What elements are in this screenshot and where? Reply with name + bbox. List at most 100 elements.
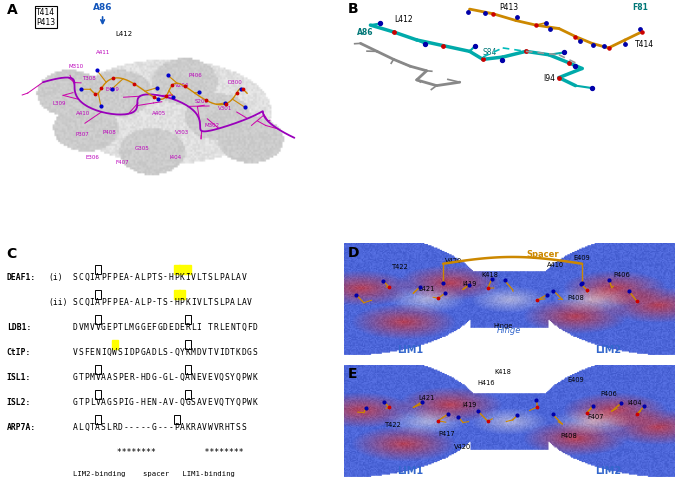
Point xyxy=(511,14,522,22)
Text: S: S xyxy=(253,347,258,356)
Text: L: L xyxy=(168,372,173,381)
Text: S: S xyxy=(224,372,229,381)
Point xyxy=(483,418,493,425)
Point xyxy=(587,42,598,50)
Text: I: I xyxy=(219,347,224,356)
Text: D: D xyxy=(241,347,246,356)
Text: M310: M310 xyxy=(68,64,84,69)
Point xyxy=(631,411,642,419)
Text: Q: Q xyxy=(84,297,89,306)
Text: A: A xyxy=(197,422,201,431)
Point xyxy=(497,58,508,65)
Text: CtIP:: CtIP: xyxy=(7,347,31,356)
Point xyxy=(532,403,543,411)
Text: ISL2:: ISL2: xyxy=(7,397,31,406)
Text: L421: L421 xyxy=(418,394,435,400)
Text: D: D xyxy=(253,322,258,331)
Text: Q: Q xyxy=(107,347,112,356)
Point xyxy=(574,38,585,46)
Text: -: - xyxy=(168,422,173,431)
Text: H: H xyxy=(141,372,145,381)
Text: LIM1: LIM1 xyxy=(397,344,423,354)
Text: P: P xyxy=(101,297,106,306)
Point xyxy=(220,100,231,108)
Bar xyxy=(185,340,191,349)
Text: F407: F407 xyxy=(116,160,129,165)
Point xyxy=(220,101,231,108)
Text: V: V xyxy=(202,347,207,356)
Text: F: F xyxy=(107,272,112,281)
Text: T: T xyxy=(224,397,229,406)
Text: G: G xyxy=(135,322,139,331)
Text: G: G xyxy=(157,322,162,331)
Bar xyxy=(174,416,180,424)
Text: P406: P406 xyxy=(189,73,202,78)
Point xyxy=(95,103,106,111)
Text: G: G xyxy=(73,397,78,406)
Text: H: H xyxy=(174,297,179,306)
Point xyxy=(453,413,464,421)
Text: K418: K418 xyxy=(481,271,498,277)
Text: S: S xyxy=(163,347,168,356)
Text: E: E xyxy=(208,397,213,406)
Text: V: V xyxy=(202,372,207,381)
Text: R: R xyxy=(219,422,224,431)
Text: I: I xyxy=(124,397,128,406)
Text: D: D xyxy=(73,322,78,331)
Point xyxy=(554,74,564,82)
Text: A: A xyxy=(95,297,100,306)
Text: A: A xyxy=(236,272,241,281)
Text: A: A xyxy=(241,297,246,306)
Point xyxy=(540,20,551,28)
Text: T: T xyxy=(78,372,83,381)
Text: V: V xyxy=(214,422,218,431)
Point xyxy=(153,96,164,104)
Text: L: L xyxy=(202,297,207,306)
Text: N: N xyxy=(191,372,196,381)
Point xyxy=(162,72,173,80)
Text: S: S xyxy=(236,422,241,431)
Text: -: - xyxy=(168,297,173,306)
Text: P: P xyxy=(146,297,151,306)
Text: P: P xyxy=(174,272,179,281)
Point xyxy=(603,45,614,53)
Text: L: L xyxy=(141,297,145,306)
Text: I: I xyxy=(191,297,196,306)
Text: I: I xyxy=(90,297,95,306)
Text: T: T xyxy=(208,297,213,306)
Text: LIM2: LIM2 xyxy=(596,465,621,475)
Text: L: L xyxy=(236,297,241,306)
Point xyxy=(378,277,389,285)
Text: G: G xyxy=(73,372,78,381)
Text: M: M xyxy=(191,347,196,356)
Text: D: D xyxy=(129,347,134,356)
Text: S: S xyxy=(214,297,218,306)
Point xyxy=(541,291,552,299)
Point xyxy=(548,287,559,295)
Text: E: E xyxy=(208,372,213,381)
Bar xyxy=(179,265,185,274)
Point xyxy=(531,396,542,404)
Text: T308: T308 xyxy=(82,75,96,81)
Text: N: N xyxy=(151,397,156,406)
Text: L: L xyxy=(124,322,128,331)
Text: W: W xyxy=(208,422,213,431)
Point xyxy=(570,34,581,41)
Text: L: L xyxy=(78,422,83,431)
Text: I: I xyxy=(124,347,128,356)
Text: L: L xyxy=(197,272,201,281)
Point xyxy=(548,410,558,418)
Text: K: K xyxy=(236,347,241,356)
Bar xyxy=(185,390,191,399)
Text: D: D xyxy=(163,322,168,331)
Text: K: K xyxy=(180,272,185,281)
Text: T: T xyxy=(157,297,162,306)
Point xyxy=(438,43,449,50)
Text: S: S xyxy=(208,272,213,281)
Text: Hinge: Hinge xyxy=(497,325,521,334)
Text: F: F xyxy=(107,297,112,306)
Text: -: - xyxy=(135,397,139,406)
Text: P: P xyxy=(112,297,117,306)
Text: Q: Q xyxy=(84,422,89,431)
Text: P406: P406 xyxy=(613,271,630,277)
